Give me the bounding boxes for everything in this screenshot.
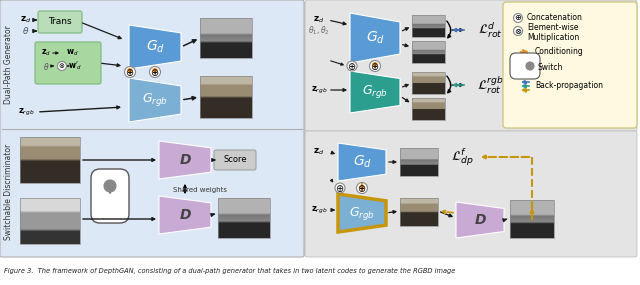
Text: $\otimes$: $\otimes$ [514, 27, 522, 36]
Circle shape [526, 62, 534, 70]
Bar [412, 41, 445, 63]
Text: $\theta$: $\theta$ [22, 25, 29, 36]
Bar [200, 76, 252, 118]
Text: Dual-Path Generator: Dual-Path Generator [4, 26, 13, 104]
Circle shape [347, 61, 357, 71]
Text: $\oplus$: $\oplus$ [371, 60, 380, 72]
Circle shape [356, 182, 367, 194]
Bar [412, 15, 445, 37]
Circle shape [104, 180, 116, 192]
Text: $G_d$: $G_d$ [365, 30, 385, 46]
Text: $G_{rgb}$: $G_{rgb}$ [349, 205, 375, 221]
Text: D: D [179, 208, 191, 222]
FancyBboxPatch shape [503, 2, 637, 128]
Text: $\mathbf{w}_d$: $\mathbf{w}_d$ [66, 48, 78, 58]
Text: $\mathbf{z}_{rgb}$: $\mathbf{z}_{rgb}$ [311, 204, 327, 215]
Text: D: D [474, 213, 486, 227]
Bar [20, 198, 80, 244]
Polygon shape [159, 196, 211, 234]
Text: $\mathbf{z}_d$: $\mathbf{z}_d$ [20, 15, 32, 25]
FancyBboxPatch shape [0, 0, 304, 257]
Bar [218, 198, 270, 238]
Circle shape [335, 183, 345, 193]
Text: Shared weights: Shared weights [173, 187, 227, 193]
Text: $\theta_1, \theta_2$: $\theta_1, \theta_2$ [308, 25, 330, 37]
Text: D: D [179, 153, 191, 167]
Text: $\mathbf{z}_d$: $\mathbf{z}_d$ [314, 15, 324, 25]
Text: Multiplication: Multiplication [527, 32, 579, 42]
Text: $\mathcal{L}^f_{dp}$: $\mathcal{L}^f_{dp}$ [451, 146, 474, 168]
FancyBboxPatch shape [214, 150, 256, 170]
Text: $\mathcal{L}^d_{rot}$: $\mathcal{L}^d_{rot}$ [477, 20, 502, 40]
Text: $\oplus$: $\oplus$ [357, 182, 367, 194]
Text: $\oplus$: $\oplus$ [150, 66, 159, 78]
Text: $\oplus$: $\oplus$ [335, 182, 344, 194]
Circle shape [150, 66, 161, 78]
Polygon shape [338, 143, 386, 181]
Text: $\oplus$: $\oplus$ [348, 60, 356, 72]
Text: $\mathbf{w}'_d$: $\mathbf{w}'_d$ [68, 60, 82, 72]
FancyBboxPatch shape [305, 131, 637, 257]
Bar [412, 98, 445, 120]
Text: $G_d$: $G_d$ [353, 154, 371, 170]
Text: $\mathcal{L}^{rgb}_{rot}$: $\mathcal{L}^{rgb}_{rot}$ [477, 74, 503, 95]
Circle shape [513, 13, 522, 23]
FancyBboxPatch shape [91, 169, 129, 223]
Polygon shape [456, 202, 504, 238]
Bar [412, 72, 445, 94]
Text: $\mathbf{z}_d$: $\mathbf{z}_d$ [314, 147, 324, 157]
Text: Figure 3.  The framework of DepthGAN, consisting of a dual-path generator that t: Figure 3. The framework of DepthGAN, con… [4, 268, 456, 274]
Text: $\otimes$: $\otimes$ [58, 62, 66, 70]
Bar [20, 137, 80, 183]
Text: $G_d$: $G_d$ [145, 39, 164, 55]
Text: Element-wise: Element-wise [527, 23, 579, 32]
Text: Concatenation: Concatenation [527, 13, 583, 23]
Circle shape [58, 62, 67, 70]
Bar [400, 198, 438, 226]
Text: $\mathbf{z}_d$: $\mathbf{z}_d$ [41, 48, 51, 58]
Text: $G_{rgb}$: $G_{rgb}$ [362, 84, 388, 101]
Circle shape [369, 60, 381, 72]
Text: $\oplus$: $\oplus$ [125, 66, 134, 78]
Bar [510, 200, 554, 238]
Text: $G_{rgb}$: $G_{rgb}$ [142, 91, 168, 109]
FancyBboxPatch shape [305, 0, 637, 131]
Text: Switch: Switch [538, 62, 563, 72]
Text: $\theta$: $\theta$ [43, 60, 49, 72]
Polygon shape [129, 25, 181, 69]
Polygon shape [350, 13, 400, 63]
Polygon shape [338, 194, 386, 232]
Circle shape [125, 66, 136, 78]
Bar [400, 148, 438, 176]
Text: $\mathbf{z}_{rgb}$: $\mathbf{z}_{rgb}$ [18, 107, 35, 117]
Text: Trans: Trans [48, 17, 72, 27]
Bar [200, 18, 252, 58]
FancyBboxPatch shape [510, 53, 540, 79]
Text: Switchable Discriminator: Switchable Discriminator [4, 144, 13, 240]
Polygon shape [159, 141, 211, 179]
Text: Back-propagation: Back-propagation [535, 82, 603, 91]
Polygon shape [350, 71, 400, 113]
Circle shape [513, 27, 522, 36]
Polygon shape [129, 78, 181, 122]
Text: Score: Score [223, 156, 247, 164]
Text: $\oplus$: $\oplus$ [514, 13, 522, 23]
FancyBboxPatch shape [35, 42, 101, 84]
FancyBboxPatch shape [38, 11, 82, 33]
Text: Conditioning: Conditioning [535, 48, 584, 56]
Text: $\mathbf{z}_{rgb}$: $\mathbf{z}_{rgb}$ [311, 84, 327, 95]
